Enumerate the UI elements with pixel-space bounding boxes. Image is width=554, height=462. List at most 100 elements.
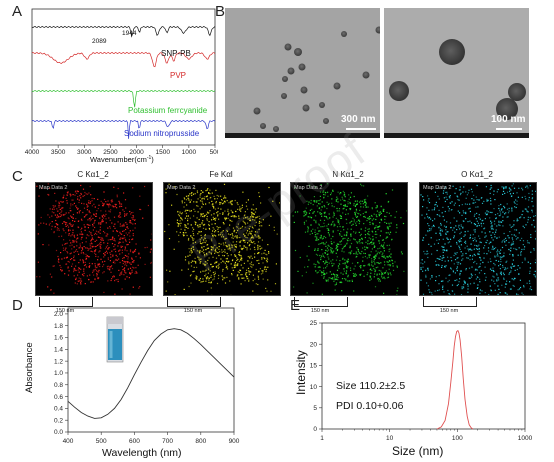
uvvis-chart: 400 500 600 700 800 900 0.0 0.2 0.4 0.6 0.8 1.0 1.2 1… bbox=[24, 307, 240, 458]
dls-x-tick-label: 1000 bbox=[518, 435, 533, 442]
dls-x-tick-label: 100 bbox=[452, 435, 463, 442]
dls-y-tick-label: 25 bbox=[310, 320, 318, 327]
ftir-x-tick-label: 3000 bbox=[77, 149, 92, 156]
dls-size-annotation: Size 110.2±2.5 bbox=[336, 380, 405, 392]
panel-label-d: D bbox=[12, 297, 23, 314]
panel-label-a: A bbox=[12, 3, 23, 20]
uvvis-y-tick-label: 1.8 bbox=[54, 323, 63, 330]
tem-image-low-mag: 300 nm bbox=[225, 8, 380, 138]
eds-scale-bar bbox=[39, 297, 93, 307]
uvvis-y-tick-label: 0.8 bbox=[54, 382, 63, 389]
tem-scale-bar-100 bbox=[496, 128, 522, 130]
tem-particles-high bbox=[389, 39, 526, 120]
uvvis-x-tick-label: 400 bbox=[63, 438, 74, 445]
eds-map-title: Fe Kαl bbox=[209, 170, 233, 179]
ftir-x-tick-label: 4000 bbox=[25, 149, 40, 156]
uvvis-y-tick-label: 2.0 bbox=[54, 311, 63, 318]
ftir-x-tick-label: 1000 bbox=[182, 149, 197, 156]
eds-map-dots bbox=[292, 183, 407, 295]
tem-scale-label-300: 300 nm bbox=[341, 114, 376, 125]
legend-potassium-ferrcyanide: Potassium ferrcyanide bbox=[128, 106, 208, 115]
dls-x-axis-label: Size (nm) bbox=[392, 444, 443, 458]
dls-x-tick-label: 10 bbox=[386, 435, 394, 442]
dls-y-tick-label: 5 bbox=[313, 405, 317, 412]
eds-map-dots bbox=[36, 183, 152, 295]
ftir-chart: 4000 3500 3000 2500 2000 1500 1000 500 SNP-PB P… bbox=[25, 8, 218, 164]
annotation-2089: 2089 bbox=[92, 38, 107, 45]
uvvis-y-tick-label: 1.6 bbox=[54, 335, 63, 342]
tem-image-high-mag: 100 nm bbox=[384, 8, 529, 138]
eds-map-dots bbox=[420, 183, 536, 295]
uvvis-x-tick-label: 600 bbox=[129, 438, 140, 445]
dls-y-tick-label: 20 bbox=[310, 341, 318, 348]
legend-sodium-nitroprusside: Sodium nitroprusside bbox=[124, 129, 200, 138]
legend-snp-pb: SNP-PB bbox=[161, 49, 191, 58]
ftir-series-1 bbox=[31, 25, 216, 38]
ftir-series-4 bbox=[31, 119, 216, 139]
eds-map-subtitle: Map Data 2 bbox=[167, 185, 196, 191]
panel-label-b: B bbox=[215, 3, 226, 20]
eds-map-subtitle: Map Data 2 bbox=[294, 185, 323, 191]
dls-y-tick-label: 0 bbox=[313, 426, 317, 433]
tem-scale-label-100: 100 nm bbox=[491, 114, 526, 125]
uvvis-y-axis-label: Absorbance bbox=[24, 342, 35, 393]
uvvis-y-tick-label: 1.2 bbox=[54, 358, 63, 365]
dls-y-axis-label: Intensity bbox=[294, 350, 308, 395]
annotation-1944: 1944 bbox=[122, 30, 137, 37]
eds-scale-label: 150 nm bbox=[183, 308, 203, 314]
uvvis-x-tick-label: 800 bbox=[195, 438, 206, 445]
eds-map-image: Map Data 2 bbox=[290, 182, 408, 296]
dls-frame bbox=[321, 322, 526, 430]
eds-map-subtitle: Map Data 2 bbox=[39, 185, 68, 191]
ftir-x-tick-label: 3500 bbox=[51, 149, 66, 156]
eds-map-dots bbox=[164, 183, 280, 295]
dls-chart: 1 10 100 1000 0 5 10 15 20 25 Size 110.2±2.5 PDI … bbox=[294, 320, 533, 458]
eds-scale-bar bbox=[423, 297, 477, 307]
eds-map-title: O Kα1_2 bbox=[461, 170, 493, 179]
panel-label-c: C bbox=[12, 168, 23, 185]
uvvis-y-tick-label: 0.4 bbox=[54, 406, 63, 413]
uvvis-y-tick-label: 0.0 bbox=[54, 429, 63, 436]
eds-map-image: Map Data 2 bbox=[35, 182, 153, 296]
dls-pdi-annotation: PDI 0.10+0.06 bbox=[336, 400, 404, 412]
uvvis-curve bbox=[67, 328, 235, 419]
uvvis-ticks: 400 500 600 700 800 900 0.0 0.2 0.4 0.6 0.8 1.0 1.2 1… bbox=[54, 311, 240, 445]
uvvis-y-tick-label: 1.0 bbox=[54, 370, 63, 377]
dls-x-tick-label: 1 bbox=[320, 435, 324, 442]
dls-y-tick-label: 15 bbox=[310, 363, 318, 370]
dls-ticks: 1 10 100 1000 0 5 10 15 20 25 bbox=[310, 320, 533, 442]
uvvis-y-tick-label: 1.4 bbox=[54, 347, 63, 354]
cuvette-inset bbox=[106, 316, 124, 363]
ftir-spectra bbox=[31, 25, 216, 139]
uvvis-y-tick-label: 0.2 bbox=[54, 417, 63, 424]
eds-map-image: Map Data 2 bbox=[419, 182, 537, 296]
ftir-x-tick-label: 2000 bbox=[129, 149, 144, 156]
ftir-x-ticks: 4000 3500 3000 2500 2000 1500 1000 500 bbox=[25, 145, 218, 156]
eds-scale-bar bbox=[167, 297, 221, 307]
ftir-x-tick-label: 1500 bbox=[155, 149, 170, 156]
ftir-x-tick-label: 2500 bbox=[103, 149, 118, 156]
eds-map-image: Map Data 2 bbox=[163, 182, 281, 296]
legend-pvp: PVP bbox=[170, 71, 186, 80]
eds-map-title: N Kα1_2 bbox=[332, 170, 364, 179]
uvvis-x-axis-label: Wavelength (nm) bbox=[102, 447, 182, 458]
eds-map-subtitle: Map Data 2 bbox=[423, 185, 452, 191]
eds-scale-label: 150 nm bbox=[310, 308, 330, 314]
eds-scale-bar bbox=[294, 297, 348, 307]
ftir-series-2 bbox=[31, 51, 216, 68]
eds-map-title: C Kα1_2 bbox=[77, 170, 109, 179]
eds-scale-label: 150 nm bbox=[55, 308, 75, 314]
tem-info-strip bbox=[225, 133, 380, 138]
dls-y-tick-label: 10 bbox=[310, 384, 318, 391]
eds-scale-label: 150 nm bbox=[439, 308, 459, 314]
tem-scale-bar-300 bbox=[346, 128, 376, 130]
uvvis-frame bbox=[67, 307, 235, 433]
tem-info-strip-2 bbox=[384, 133, 529, 138]
ftir-frame bbox=[31, 8, 216, 146]
ftir-x-axis-label: Wavenumber(cm-1) bbox=[90, 155, 154, 164]
uvvis-y-tick-label: 0.6 bbox=[54, 394, 63, 401]
ftir-x-tick-label: 500 bbox=[210, 149, 218, 156]
panel-label-e: E bbox=[290, 297, 301, 314]
tem-particles-low bbox=[253, 26, 380, 132]
uvvis-x-tick-label: 500 bbox=[96, 438, 107, 445]
